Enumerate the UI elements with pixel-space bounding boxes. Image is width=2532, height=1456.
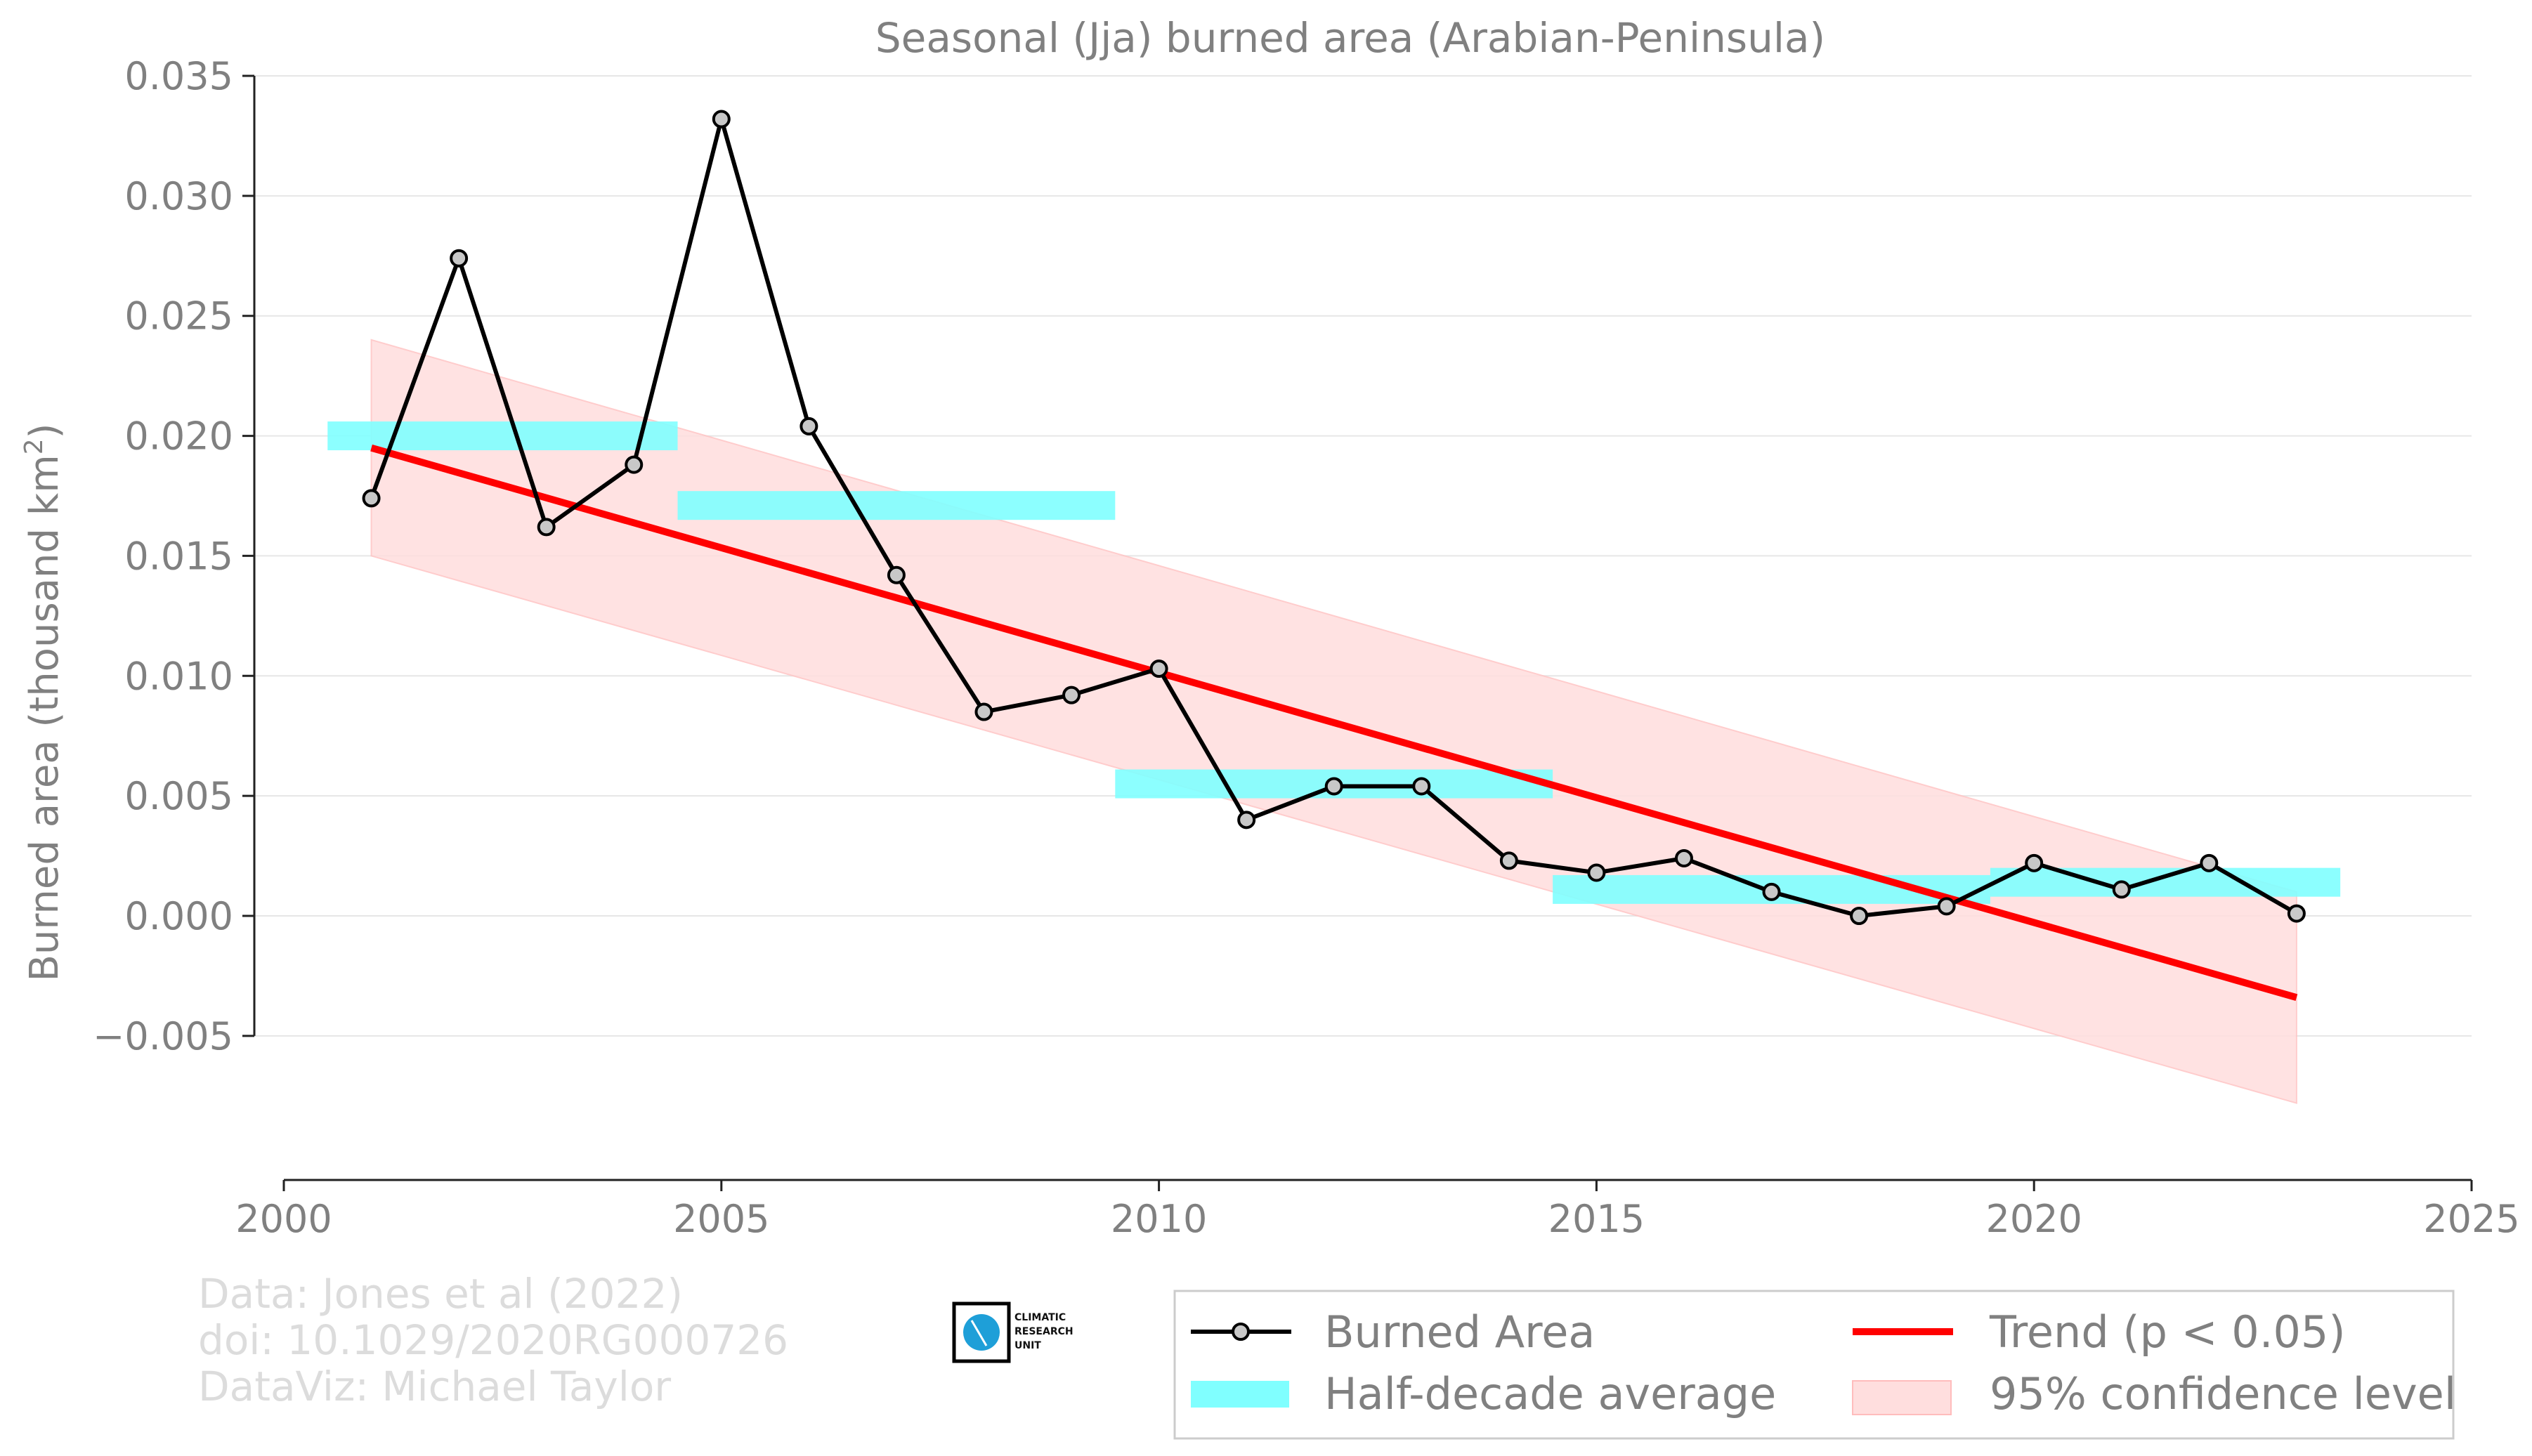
x-tick-labels: 2000 2005 2010 2015 2020 2025 (235, 1197, 2519, 1241)
burned-area-point (537, 518, 556, 537)
burned-area-point (1587, 863, 1606, 882)
x-tick-label: 2015 (1548, 1197, 1645, 1241)
burned-area-point (974, 702, 993, 721)
credit-data-source: Data: Jones et al (2022) (198, 1270, 683, 1318)
cru-logo-line1: CLIMATIC (1014, 1312, 1066, 1323)
burned-area-point (625, 455, 644, 474)
burned-area-point (1062, 686, 1081, 704)
burned-area-point (1499, 851, 1518, 870)
legend-confidence-label: 95% confidence level (1990, 1368, 2456, 1419)
half-decade-band (1990, 867, 2341, 897)
burned-area-point (1850, 907, 1869, 925)
trend-line (370, 444, 2298, 1001)
x-tick-label: 2010 (1111, 1197, 1207, 1241)
cru-logo-line2: RESEARCH (1014, 1326, 1074, 1337)
y-axis-label: Burned area (thousand km2) (20, 423, 67, 981)
burned-area-point (2112, 880, 2131, 899)
x-tick-label: 2025 (2423, 1197, 2519, 1241)
y-axis-label-superscript: 2 (20, 438, 48, 454)
burned-area-point (362, 489, 381, 508)
legend-confidence-swatch (1852, 1380, 1952, 1415)
burned-area-point (800, 417, 818, 435)
x-tick-label: 2005 (673, 1197, 769, 1241)
trend-line-group (370, 444, 2298, 1001)
burned-area-point (1149, 660, 1168, 678)
globe-meridian-icon (970, 1320, 988, 1346)
burned-area-point (887, 565, 906, 584)
x-tick-label: 2000 (235, 1197, 332, 1241)
x-tick-label: 2020 (1985, 1197, 2082, 1241)
y-tick-labels: −0.005 0.000 0.005 0.010 0.015 0.020 0.025 0.03… (93, 54, 233, 1058)
half-decade-band (677, 491, 1116, 520)
y-tick-label: 0.020 (124, 414, 233, 459)
y-axis-label-text: Burned area (thousand km (22, 454, 67, 981)
y-tick-label: −0.005 (93, 1014, 233, 1058)
legend: Burned Area Half-decade average Trend (p… (1173, 1290, 2456, 1440)
half-decade-band (327, 421, 678, 451)
y-axis-label-close: ) (22, 423, 67, 438)
legend-half-decade-swatch (1191, 1381, 1289, 1408)
legend-trend-label: Trend (p < 0.05) (1989, 1306, 2346, 1358)
y-tick-label: 0.015 (124, 534, 233, 578)
y-tick-label: 0.030 (124, 174, 233, 218)
legend-frame (1173, 1290, 2455, 1440)
axes (242, 74, 2473, 1191)
burned-area-point (1762, 882, 1781, 901)
burned-area-point (2025, 853, 2044, 872)
legend-burned-area-label: Burned Area (1324, 1306, 1595, 1358)
burned-area-point (1674, 848, 1693, 867)
legend-half-decade-label: Half-decade average (1324, 1368, 1776, 1419)
cru-logo: CLIMATIC RESEARCH UNIT (952, 1301, 1074, 1363)
y-tick-label: 0.005 (124, 774, 233, 818)
legend-burned-area-swatch-marker (1232, 1323, 1250, 1341)
burned-area-point (1937, 897, 1956, 916)
y-tick-label: 0.025 (124, 294, 233, 339)
burned-area-point (2200, 853, 2219, 872)
burned-area-point (2287, 904, 2306, 923)
chart-title: Seasonal (Jja) burned area (Arabian-Peni… (875, 14, 1825, 62)
burned-area-point (712, 110, 731, 129)
credit-dataviz: DataViz: Michael Taylor (198, 1363, 671, 1410)
burned-area-point (450, 249, 469, 268)
burned-area-point (1324, 777, 1343, 796)
cru-logo-line3: UNIT (1014, 1340, 1041, 1351)
burned-area-series (362, 110, 2306, 925)
burned-area-point (1237, 811, 1256, 829)
y-tick-label: 0.035 (124, 54, 233, 98)
credit-doi: doi: 10.1029/2020RG000726 (198, 1316, 788, 1364)
burned-area-point (1412, 777, 1431, 796)
globe-icon (963, 1314, 1000, 1351)
y-tick-label: 0.010 (124, 654, 233, 698)
y-tick-label: 0.000 (124, 894, 233, 938)
